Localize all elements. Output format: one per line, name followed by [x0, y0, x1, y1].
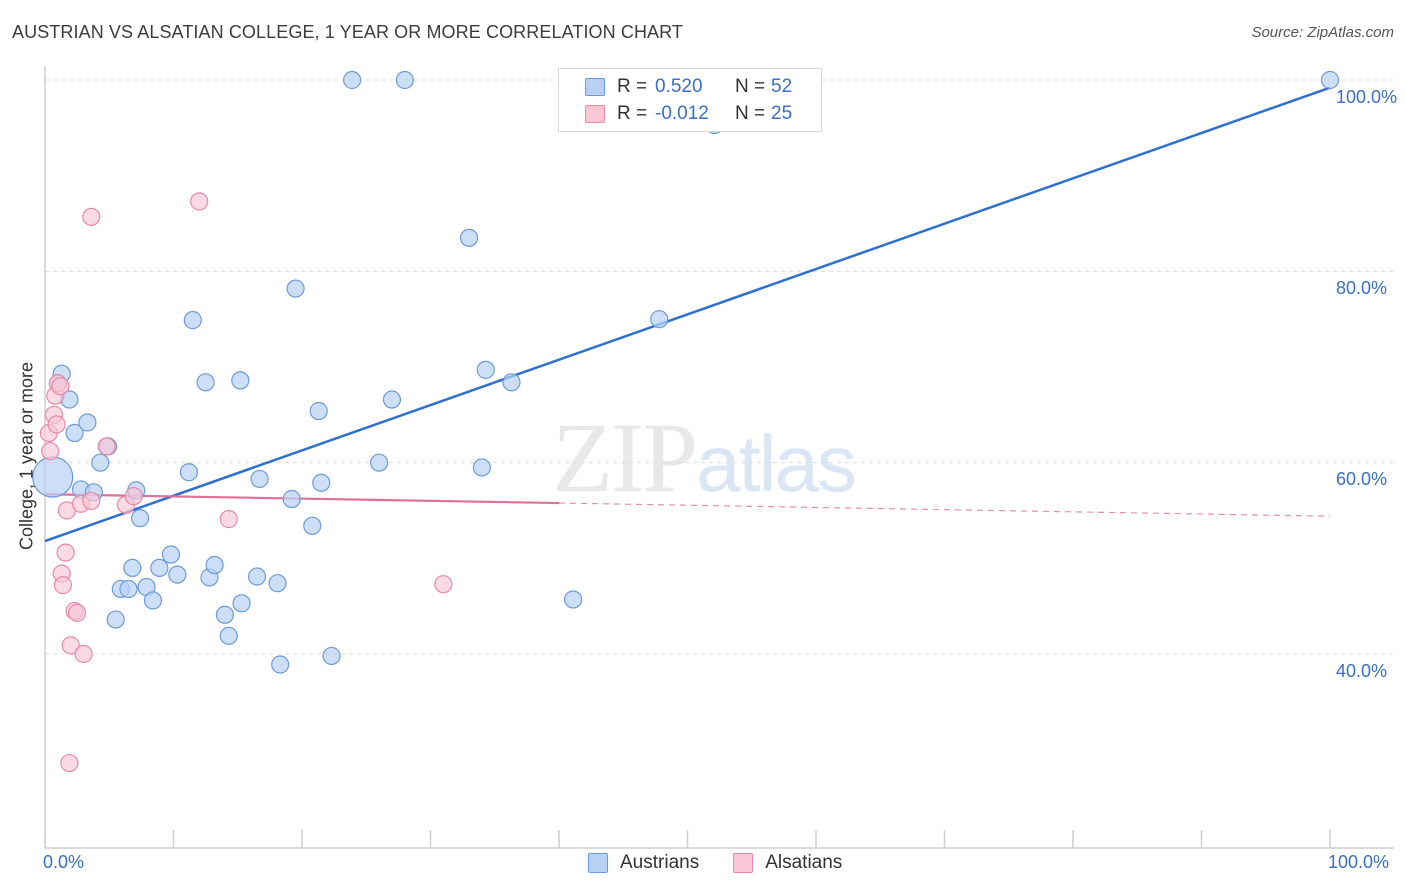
- alsatians-point: [47, 415, 66, 434]
- austrians-point: [564, 590, 583, 609]
- y-tick-label: 40.0%: [1336, 661, 1388, 681]
- austrians-point: [106, 610, 125, 629]
- alsatians-point: [97, 437, 116, 456]
- alsatians-point: [434, 575, 453, 594]
- austrians-point: [161, 545, 181, 564]
- n-value: 25: [771, 103, 793, 124]
- austrians-point: [286, 279, 305, 298]
- alsatians-point: [190, 192, 209, 211]
- alsatians-point: [51, 377, 70, 396]
- austrians-point: [123, 558, 142, 578]
- n-value: 52: [771, 76, 793, 97]
- y-tick-label: 100.0%: [1336, 87, 1398, 107]
- chart-title: AUSTRIAN VS ALSATIAN COLLEGE, 1 YEAR OR …: [12, 22, 684, 42]
- austrians-point: [205, 555, 224, 575]
- alsatians-swatch: [585, 105, 605, 123]
- axes: [44, 66, 1394, 849]
- austrians-point: [382, 390, 402, 409]
- y-tick-label: 80.0%: [1336, 278, 1388, 298]
- alsatians-point: [82, 491, 101, 511]
- austrians-point: [232, 594, 251, 613]
- austrians-point: [247, 567, 267, 586]
- r-value: 0.520: [655, 76, 703, 97]
- stats-legend: R = 0.520 N = 52 R = -0.012 N = 25: [558, 68, 822, 132]
- trend-lines: [44, 86, 1331, 543]
- y-tick-label: 60.0%: [1336, 469, 1388, 489]
- austrians-point: [312, 473, 331, 492]
- legend-item-alsatians[interactable]: Alsatians: [733, 852, 842, 874]
- x-tick-label-max: 100.0%: [1328, 852, 1390, 872]
- alsatians-point: [53, 576, 73, 595]
- austrians-point: [150, 558, 169, 578]
- n-label: N =: [735, 103, 766, 124]
- alsatians-legend-label: Alsatians: [765, 852, 843, 873]
- alsatians-point: [82, 207, 101, 226]
- austrians-point: [32, 456, 74, 498]
- austrians-point: [183, 311, 202, 330]
- alsatians-legend-swatch: [733, 853, 754, 873]
- n-label: N =: [735, 76, 766, 97]
- r-label: R =: [617, 76, 648, 97]
- austrians-point: [1320, 70, 1340, 90]
- austrians-point: [250, 469, 269, 489]
- austrians-point: [130, 509, 150, 528]
- austrians-point: [343, 70, 362, 90]
- legend-item-austrians[interactable]: Austrians: [588, 852, 699, 874]
- austrians-legend-swatch: [588, 853, 608, 873]
- alsatians-point: [41, 442, 60, 461]
- watermark-zip: ZIP: [552, 402, 698, 513]
- data-points: [32, 70, 1340, 773]
- austrians-point: [502, 373, 521, 392]
- austrians-point: [309, 401, 328, 421]
- austrians-point: [370, 453, 389, 472]
- austrians-point: [78, 413, 97, 432]
- austrians-swatch: [585, 78, 605, 96]
- source-credit: Source: ZipAtlas.com: [1251, 24, 1394, 41]
- r-value: -0.012: [655, 103, 709, 124]
- austrians-point: [231, 371, 250, 390]
- watermark: ZIPatlas: [552, 400, 857, 515]
- alsatians-point: [74, 644, 93, 664]
- alsatians-point: [68, 603, 87, 622]
- austrians-point: [271, 655, 290, 674]
- austrians-point: [91, 453, 110, 472]
- austrians-point: [322, 646, 341, 666]
- austrians-point: [219, 626, 238, 645]
- alsatians-point: [124, 487, 143, 506]
- austrians-point: [143, 591, 163, 610]
- austrians-point: [476, 360, 495, 379]
- austrians-trend-line: [44, 86, 1331, 543]
- gridlines: [45, 79, 1394, 655]
- alsatians-trend-line-extrapolated: [558, 502, 1331, 517]
- watermark-atlas: atlas: [696, 419, 857, 508]
- y-axis-label: College, 1 year or more: [16, 361, 37, 551]
- austrians-point: [459, 228, 479, 247]
- x-tick-label-min: 0.0%: [43, 852, 85, 872]
- austrians-point: [215, 605, 234, 624]
- austrians-point: [168, 565, 187, 584]
- austrians-point: [119, 579, 138, 599]
- austrians-point: [65, 423, 84, 443]
- legend-row-austrians: R = 0.520 N = 52: [585, 75, 792, 99]
- alsatians-point: [56, 543, 75, 562]
- r-label: R =: [617, 103, 648, 124]
- austrians-point: [179, 463, 199, 482]
- series-legend: Austrians Alsatians: [588, 852, 876, 874]
- austrians-point: [395, 70, 414, 90]
- austrians-point: [303, 516, 322, 535]
- alsatians-point: [61, 636, 80, 655]
- legend-row-alsatians: R = -0.012 N = 25: [585, 102, 792, 126]
- austrians-point: [650, 310, 669, 329]
- austrians-point: [196, 373, 215, 392]
- austrians-legend-label: Austrians: [620, 852, 700, 873]
- austrians-point: [472, 458, 491, 477]
- alsatians-point: [219, 510, 238, 529]
- alsatians-point: [60, 753, 79, 773]
- austrians-point: [268, 574, 287, 593]
- austrians-point: [282, 489, 301, 509]
